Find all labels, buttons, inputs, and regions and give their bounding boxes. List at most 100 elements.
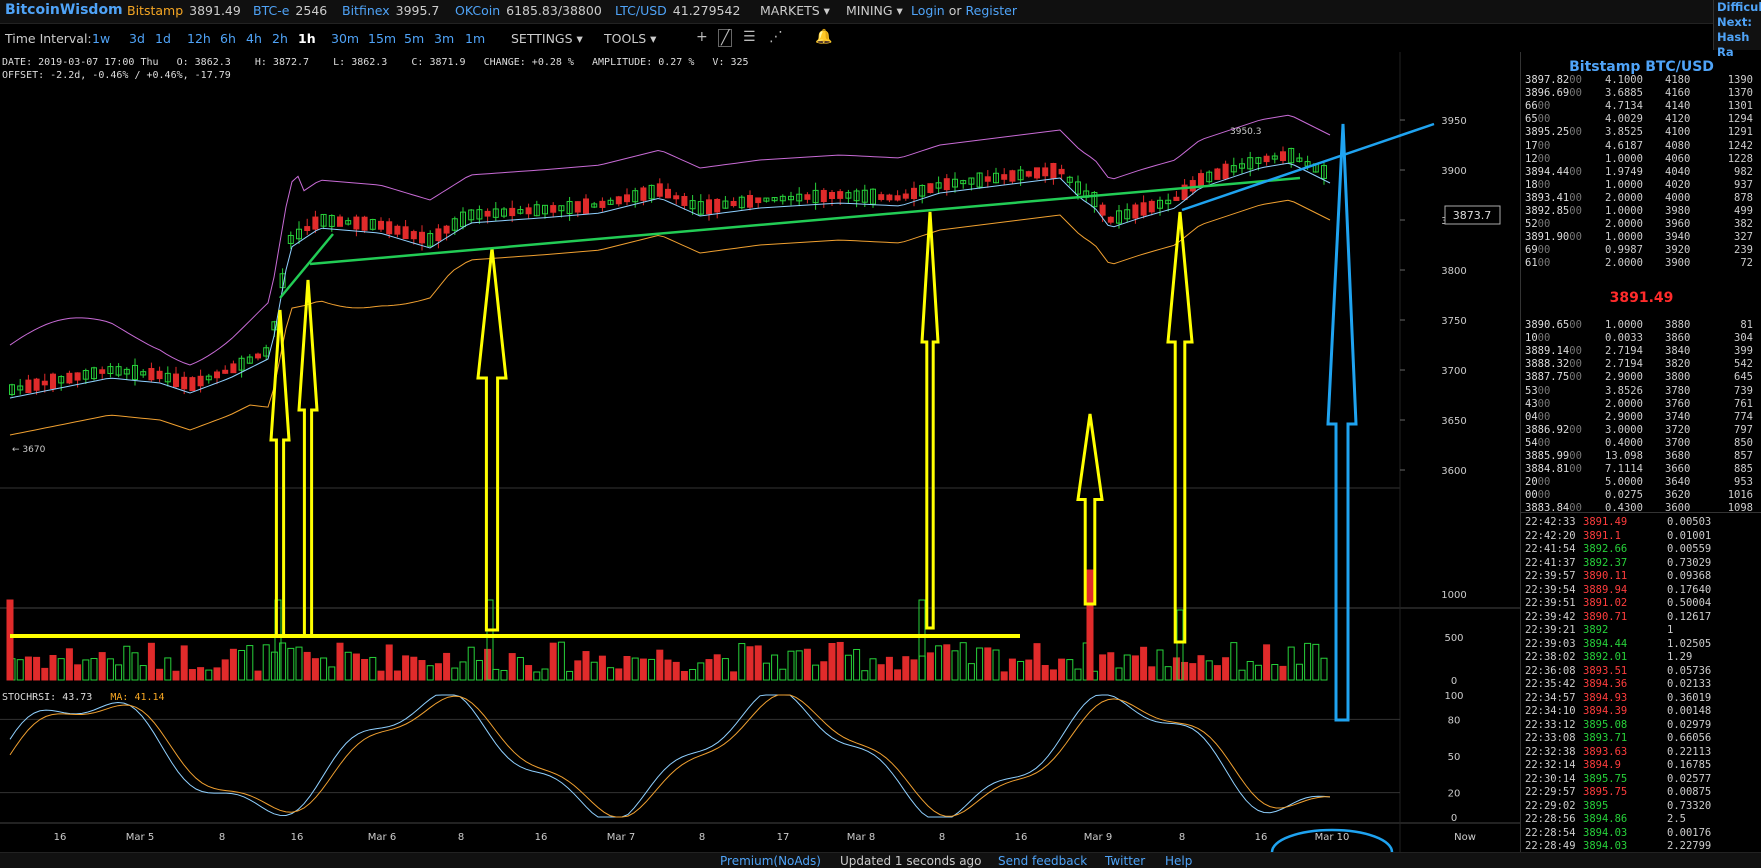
interval-1h[interactable]: 1h bbox=[298, 31, 316, 46]
twitter-link[interactable]: Twitter bbox=[1105, 854, 1146, 868]
volume-bar bbox=[295, 646, 303, 681]
ask-price: 3891.9000 bbox=[1525, 231, 1582, 244]
login-link[interactable]: Login bbox=[911, 3, 945, 18]
trade-row: 22:41:37 3892.37 0.73029 bbox=[1525, 557, 1757, 571]
markets-menu[interactable]: MARKETS ▾ bbox=[760, 3, 830, 18]
interval-1d[interactable]: 1d bbox=[155, 31, 171, 46]
tools-menu[interactable]: TOOLS ▾ bbox=[604, 31, 657, 46]
trade-amount: 0.66056 bbox=[1667, 732, 1712, 744]
ask-amount: 2.0000 bbox=[1605, 218, 1643, 231]
trade-time: 22:30:14 bbox=[1525, 772, 1576, 785]
candle-body bbox=[353, 216, 360, 230]
candle-body bbox=[788, 195, 794, 201]
time-axis-label: 16 bbox=[1255, 832, 1268, 843]
ticker-okcoin[interactable]: OKCoin 6185.83/38800 bbox=[455, 3, 602, 18]
candle-body bbox=[1181, 184, 1188, 201]
candle-body bbox=[1271, 155, 1278, 160]
interval-1m[interactable]: 1m bbox=[465, 31, 486, 46]
time-axis-label: Mar 5 bbox=[126, 832, 154, 843]
candle-body bbox=[943, 178, 950, 191]
volume-bar bbox=[943, 644, 951, 681]
bid-level: 3620 bbox=[1665, 489, 1691, 502]
trade-time: 22:42:33 bbox=[1525, 516, 1576, 528]
volume-bar bbox=[361, 658, 369, 681]
candle-body bbox=[1132, 204, 1139, 219]
price-chart[interactable]: 3950390038503800375037003650360010005000… bbox=[0, 52, 1520, 852]
interval-5m[interactable]: 5m bbox=[404, 31, 425, 46]
trade-row: 22:32:38 3893.63 0.22113 bbox=[1525, 746, 1757, 760]
fib-fan-icon[interactable]: ⋰ bbox=[769, 29, 783, 45]
time-axis-label: 8 bbox=[939, 832, 945, 843]
candle-body bbox=[50, 373, 56, 390]
trade-row: 22:28:49 3894.03 2.22799 bbox=[1525, 840, 1757, 854]
crosshair-icon[interactable]: + bbox=[696, 29, 708, 45]
volume-bar bbox=[221, 659, 229, 681]
trade-amount: 0.01001 bbox=[1667, 529, 1712, 542]
interval-30m[interactable]: 30m bbox=[331, 31, 360, 46]
interval-1w[interactable]: 1w bbox=[92, 31, 111, 46]
interval-4h[interactable]: 4h bbox=[246, 31, 262, 46]
trade-price: 3895.75 bbox=[1583, 772, 1628, 785]
help-link[interactable]: Help bbox=[1165, 854, 1193, 868]
volume-bar bbox=[1176, 609, 1184, 681]
interval-6h[interactable]: 6h bbox=[220, 31, 236, 46]
candle-body bbox=[730, 200, 737, 207]
volume-bar bbox=[41, 667, 49, 681]
candle-body bbox=[845, 192, 852, 199]
candle-body bbox=[74, 372, 81, 381]
volume-bar bbox=[1320, 657, 1328, 681]
ticker-bitstamp[interactable]: Bitstamp 3891.49 bbox=[127, 3, 241, 18]
horizontal-lines-icon[interactable]: ☰ bbox=[743, 29, 756, 45]
bid-price: 5300 bbox=[1525, 384, 1551, 397]
premium-link[interactable]: Premium(NoAds) bbox=[720, 854, 821, 868]
settings-menu[interactable]: SETTINGS ▾ bbox=[511, 31, 583, 46]
interval-3m[interactable]: 3m bbox=[434, 31, 455, 46]
volume-bar bbox=[369, 656, 377, 681]
interval-3d[interactable]: 3d bbox=[129, 31, 145, 46]
bid-price: 3889.1400 bbox=[1525, 345, 1582, 358]
ticker-bitfinex[interactable]: Bitfinex 3995.7 bbox=[342, 3, 440, 18]
bid-total: 1016 bbox=[1727, 489, 1753, 502]
trade-row: 22:41:54 3892.66 0.00559 bbox=[1525, 543, 1757, 557]
trade-amount: 0.36019 bbox=[1667, 691, 1712, 704]
volume-bar bbox=[664, 659, 672, 681]
volume-bar bbox=[918, 599, 926, 681]
ticker-btce[interactable]: BTC-e 2546 bbox=[253, 3, 328, 18]
volume-bar bbox=[861, 670, 869, 681]
feedback-link[interactable]: Send feedback bbox=[998, 854, 1088, 868]
bid-level: 3760 bbox=[1665, 397, 1691, 410]
bid-level: 3660 bbox=[1665, 463, 1691, 476]
candle-body bbox=[287, 234, 294, 244]
candle-body bbox=[673, 195, 680, 200]
ask-total: 1370 bbox=[1727, 87, 1753, 100]
bid-price: 3883.8400 bbox=[1525, 502, 1582, 515]
candle-body bbox=[1034, 167, 1040, 179]
candle-body bbox=[312, 216, 319, 230]
bid-amount: 0.0275 bbox=[1605, 489, 1643, 502]
line-draw-icon[interactable]: ╱ bbox=[718, 29, 733, 47]
volume-bar bbox=[1287, 646, 1295, 681]
stochrsi-line bbox=[9, 694, 1331, 818]
volume-bar bbox=[262, 644, 270, 681]
candle-body bbox=[140, 371, 147, 376]
candle-body bbox=[58, 376, 65, 384]
time-axis-label: 8 bbox=[699, 832, 705, 843]
candle-body bbox=[468, 209, 475, 221]
volume-bar bbox=[1246, 661, 1254, 681]
interval-2h[interactable]: 2h bbox=[272, 31, 288, 46]
hashrate-label: Hash Ra bbox=[1717, 30, 1750, 59]
bid-level: 3740 bbox=[1665, 410, 1691, 423]
mining-menu[interactable]: MINING ▾ bbox=[846, 3, 903, 18]
alert-bell-icon[interactable]: 🔔 bbox=[815, 29, 833, 45]
candle-info-line2: OFFSET: -2.2d, -0.46% / +0.46%, -17.79 bbox=[2, 70, 231, 81]
brand-logo[interactable]: BitcoinWisdom bbox=[5, 2, 123, 18]
annotation-arrow bbox=[269, 309, 291, 638]
ticker-ltcusd[interactable]: LTC/USD 41.279542 bbox=[615, 3, 741, 18]
interval-12h[interactable]: 12h bbox=[187, 31, 211, 46]
candle-body bbox=[1230, 165, 1237, 173]
volume-bar bbox=[197, 667, 205, 681]
register-link[interactable]: Register bbox=[965, 3, 1017, 18]
candle-body bbox=[911, 187, 917, 200]
candle-body bbox=[484, 210, 491, 217]
interval-15m[interactable]: 15m bbox=[368, 31, 397, 46]
